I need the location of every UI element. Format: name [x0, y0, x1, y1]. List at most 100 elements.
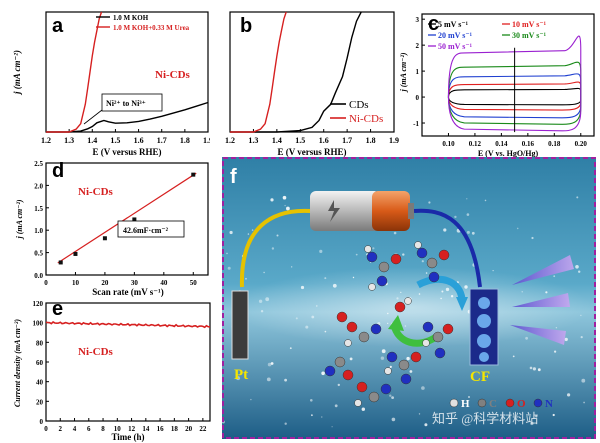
- atom-h: [344, 339, 352, 347]
- panel-d-ytick-label: 2.0: [34, 182, 43, 190]
- panel-c-ytick-label: 1: [416, 68, 420, 76]
- sparkle-dot: [583, 401, 585, 404]
- atom-h: [384, 367, 392, 375]
- atom-o: [356, 381, 368, 393]
- sparkle-dot: [389, 394, 392, 397]
- atom-n: [380, 383, 392, 395]
- atom-c: [398, 359, 410, 371]
- panel-e-sample-label: Ni-CDs: [78, 346, 114, 358]
- panel-e-xtick-label: 16: [157, 425, 165, 433]
- sparkle-dot: [450, 295, 454, 298]
- water-glow: [232, 267, 592, 347]
- panel-d-data-point: [58, 260, 63, 265]
- sparkle-dot: [516, 227, 519, 230]
- panel-e-xtick-label: 2: [59, 425, 63, 433]
- sparkle-dot: [409, 370, 413, 373]
- sparkle-dot: [289, 347, 292, 350]
- panel-a-xlabel: E (V versus RHE): [92, 147, 161, 157]
- panel-d-ylabel: j (mA cm⁻²): [15, 199, 24, 240]
- panel-b-xtick-label: 1.9: [389, 136, 399, 145]
- panel-a-xtick-label: 1.7: [157, 136, 167, 145]
- pt-electrode: Pt: [231, 290, 249, 383]
- panel-c-legend-label: 10 mV s⁻¹: [512, 20, 547, 29]
- sparkle-dot: [521, 291, 523, 293]
- legend-atom-label: N: [545, 398, 553, 410]
- sparkle-dot: [464, 285, 468, 289]
- panel-c-legend-label: 20 mV s⁻¹: [438, 31, 473, 40]
- atom-o: [390, 253, 402, 265]
- sparkle-dot: [387, 312, 389, 315]
- sparkle-dot: [425, 272, 428, 274]
- legend-atom-label: H: [461, 398, 470, 410]
- panel-a-xtick-label: 1.3: [64, 136, 74, 145]
- panel-b-xtick-label: 1.2: [225, 136, 235, 145]
- sparkle-dot: [466, 198, 468, 200]
- sparkle-dot: [270, 362, 274, 365]
- panel-a-chart: a 1.2 1.3 1.4 1.5 1.6 1.7 1.8 1.9 j (mA cm⁻²) E (…: [12, 11, 210, 157]
- panel-d-xtick-label: 30: [131, 279, 139, 287]
- sparkle-dot: [535, 415, 538, 418]
- panel-e-ytick-label: 120: [33, 300, 44, 308]
- atom-n: [376, 275, 388, 287]
- panel-a-legend-label: 1.0 M KOH: [113, 14, 149, 22]
- sparkle-dot: [282, 195, 287, 200]
- sparkle-dot: [552, 413, 555, 417]
- panel-c-ytick-label: 0: [416, 94, 420, 102]
- panel-a-xtick-label: 1.2: [41, 136, 51, 145]
- sparkle-dot: [428, 201, 431, 204]
- panel-d-ytick-label: 1.0: [34, 227, 43, 235]
- sparkle-dot: [321, 371, 325, 376]
- panel-e-ytick-label: 100: [33, 320, 44, 328]
- sparkle-dot: [580, 314, 582, 316]
- panel-e-xtick-label: 0: [44, 425, 48, 433]
- atom-n: [400, 373, 412, 385]
- blue-wire: [413, 208, 482, 288]
- panel-b-xtick-label: 1.5: [295, 136, 305, 145]
- panel-b-legend-label: CDs: [349, 99, 369, 111]
- panel-e-xtick-label: 6: [87, 425, 91, 433]
- panel-a-annotation-box: [101, 93, 163, 112]
- atom-c: [358, 331, 370, 343]
- sparkle-dot: [512, 355, 515, 358]
- sparkle-dot: [250, 398, 252, 401]
- sparkle-dot: [258, 299, 263, 303]
- sparkle-dot: [291, 266, 293, 268]
- panel-a-xtick-label: 1.6: [134, 136, 144, 145]
- sparkle-dot: [236, 376, 241, 381]
- panel-d-sample-label: Ni-CDs: [78, 186, 114, 198]
- cf-label: CF: [470, 369, 490, 385]
- atom-o: [410, 351, 422, 363]
- sparkle-dot: [400, 291, 402, 293]
- legend-atom-swatch: [449, 398, 459, 408]
- panel-a-frame: [45, 11, 209, 133]
- sparkle-dot: [421, 386, 425, 390]
- panel-d-label: d: [52, 160, 64, 182]
- sparkle-dot: [580, 336, 583, 339]
- sparkle-dot: [391, 417, 396, 422]
- atom-c: [368, 391, 380, 403]
- sparkle-dot: [266, 377, 271, 382]
- atom-n: [366, 251, 378, 263]
- panel-e-ytick-label: 80: [36, 339, 44, 347]
- atom-n: [422, 321, 434, 333]
- panel-c-legend-label: 50 mV s⁻¹: [438, 42, 473, 51]
- sparkle-dot: [484, 199, 487, 202]
- sparkle-dot: [553, 275, 556, 278]
- sparkle-dot: [331, 426, 333, 428]
- sparkle-dot: [286, 206, 290, 211]
- light-beam-icon: [510, 255, 574, 345]
- panel-b-xtick-label: 1.4: [272, 136, 282, 145]
- panel-b-xlabel: E (V versus RHE): [277, 147, 346, 157]
- sparkle-dot: [284, 204, 286, 207]
- sparkle-dot: [468, 396, 470, 398]
- sparkle-dot: [567, 393, 571, 397]
- sparkle-dot: [324, 277, 327, 280]
- panel-e-xtick-label: 18: [171, 425, 179, 433]
- sparkle-dot: [443, 228, 447, 232]
- sparkle-dot: [270, 198, 274, 202]
- panel-e-label: e: [52, 298, 63, 320]
- panel-b-xtick-label: 1.8: [366, 136, 376, 145]
- sparkle-dot: [372, 247, 375, 250]
- atom-c: [426, 257, 438, 269]
